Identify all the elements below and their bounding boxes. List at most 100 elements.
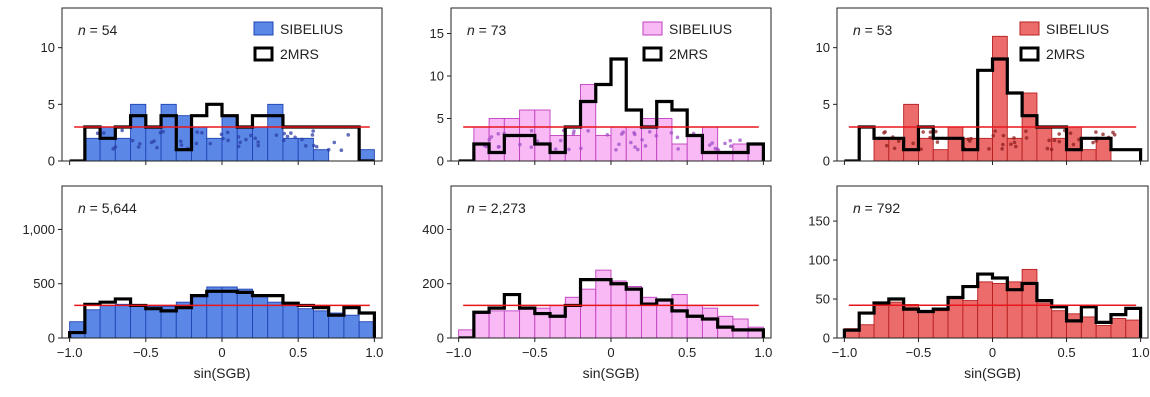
sibelius-bar <box>947 126 964 161</box>
data-point <box>149 140 154 145</box>
data-point <box>617 142 621 147</box>
chart-panel-2: 0 5 10 15 n = 73 SIBELIUS 2MRS <box>430 7 772 169</box>
sibelius-bar <box>671 294 688 338</box>
data-point <box>991 133 996 138</box>
data-point <box>919 147 923 151</box>
sibelius-bar <box>358 321 375 338</box>
x-tick-label: 1.0 <box>754 345 772 360</box>
sibelius-bar <box>282 137 299 161</box>
sibelius-bar <box>625 285 642 338</box>
data-point <box>738 138 742 143</box>
data-point <box>529 128 534 133</box>
sibelius-bar <box>656 118 673 161</box>
data-point <box>1049 147 1054 152</box>
sibelius-bar <box>595 135 612 161</box>
plot-area <box>842 268 1143 338</box>
x-tick-label: 0.5 <box>678 345 696 360</box>
x-tick-label: −1.0 <box>832 345 858 360</box>
y-tick-label: 5 <box>437 111 444 126</box>
data-point <box>194 141 199 146</box>
chart-panel-4: 0 500 1,000 −1.0 −0.5 0 0.5 1.0 sin(SGB) n = 5,64… <box>22 185 383 381</box>
sibelius-bar <box>130 306 147 338</box>
x-tick-label: 1.0 <box>365 345 383 360</box>
sibelius-bar <box>191 126 208 161</box>
data-point <box>966 137 971 142</box>
x-tick-label: −0.5 <box>133 345 159 360</box>
sibelius-bar <box>992 282 1008 338</box>
data-point <box>101 131 106 135</box>
legend-label-sibelius: SIBELIUS <box>1046 21 1109 37</box>
data-point <box>654 133 659 138</box>
sibelius-bar <box>130 103 147 161</box>
data-point <box>928 135 932 140</box>
sibelius-bar <box>932 310 949 338</box>
twomrs-step-histogram <box>68 289 376 338</box>
data-point <box>339 148 344 153</box>
sibelius-bar <box>312 310 330 338</box>
sibelius-bar <box>297 137 314 161</box>
y-tick-label: 200 <box>422 276 444 291</box>
data-point <box>640 138 644 142</box>
data-point <box>138 141 142 146</box>
sibelius-bar <box>932 149 949 161</box>
data-point <box>633 145 637 149</box>
data-point <box>884 143 889 148</box>
sibelius-bar <box>236 288 253 338</box>
x-tick-label: 0.5 <box>1058 345 1076 360</box>
x-tick-label: 1.0 <box>1132 345 1150 360</box>
y-tick-label: 5 <box>48 97 55 112</box>
sibelius-bar <box>84 309 101 338</box>
data-point <box>311 143 316 148</box>
data-point <box>496 145 501 149</box>
sibelius-bar <box>564 296 581 338</box>
sibelius-bar <box>473 313 490 338</box>
sibelius-bar <box>686 135 703 161</box>
sibelius-bar <box>1021 268 1038 338</box>
sibelius-bar <box>114 303 132 338</box>
data-point <box>256 143 261 148</box>
data-point <box>248 133 253 138</box>
sibelius-bar <box>175 115 192 161</box>
data-point <box>987 147 991 151</box>
data-point <box>326 147 331 152</box>
data-point <box>289 131 293 135</box>
chart-panel-3: 0 5 10 n = 53 SIBELIUS 2MRS <box>816 7 1149 169</box>
y-tick-label: 150 <box>808 214 830 229</box>
x-tick-label: 0 <box>989 345 996 360</box>
data-point <box>346 133 351 137</box>
data-point <box>553 147 558 151</box>
sibelius-bar <box>252 126 269 161</box>
data-point <box>1012 136 1016 140</box>
sibelius-bar <box>671 143 688 161</box>
y-tick-label: 0 <box>437 331 444 346</box>
sibelius-bar <box>580 288 597 338</box>
sibelius-bar <box>488 310 505 338</box>
data-point <box>226 138 230 143</box>
data-point <box>285 134 290 139</box>
data-point <box>572 129 576 133</box>
sample-size-annotation: n = 73 <box>467 22 507 38</box>
sibelius-bar <box>977 281 993 338</box>
sibelius-bar <box>358 149 375 161</box>
data-point <box>728 144 733 148</box>
chart-panel-6: 0 50 100 150 −1.0 −0.5 0 0.5 1.0 sin(SGB) n = 792 <box>808 185 1150 381</box>
sibelius-bar <box>1125 319 1142 338</box>
data-point <box>1009 142 1013 147</box>
data-point <box>713 146 718 151</box>
y-tick-label: 500 <box>33 276 55 291</box>
sibelius-bar <box>701 307 719 338</box>
data-point <box>1071 142 1076 147</box>
sibelius-bar <box>69 321 86 338</box>
y-tick-label: 0 <box>48 331 55 346</box>
legend: SIBELIUS 2MRS <box>642 21 732 62</box>
sibelius-bar <box>1080 149 1097 161</box>
data-point <box>629 140 633 145</box>
data-point <box>303 144 308 148</box>
data-point <box>586 129 590 133</box>
data-point <box>911 141 915 146</box>
data-point <box>934 129 938 134</box>
sample-size-annotation: n = 53 <box>853 22 893 38</box>
data-point <box>579 146 583 151</box>
data-point <box>647 129 652 134</box>
